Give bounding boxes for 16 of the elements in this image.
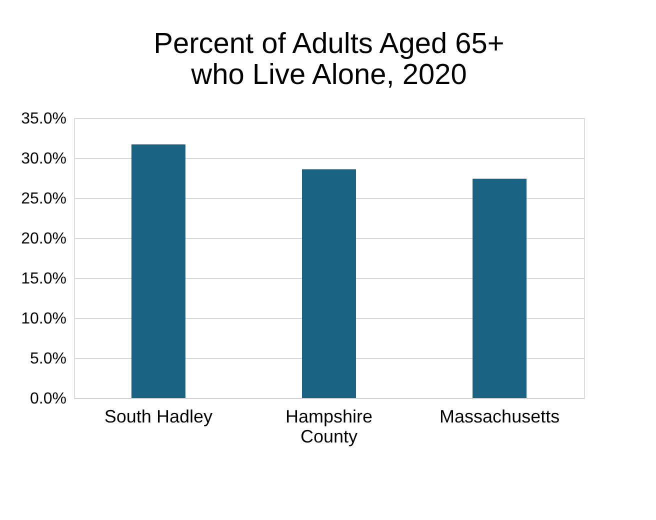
- y-tick-label: 15.0%: [21, 270, 66, 288]
- y-tick-label: 25.0%: [21, 190, 66, 208]
- x-tick-label: Massachusetts: [440, 406, 560, 426]
- bar: [131, 144, 186, 398]
- y-tick-label: 30.0%: [21, 150, 66, 168]
- y-tick-label: 10.0%: [21, 310, 66, 328]
- x-tick-label: South Hadley: [104, 406, 212, 426]
- y-tick-label: 35.0%: [21, 110, 66, 128]
- x-tick-label: Hampshire County: [285, 406, 373, 446]
- y-tick-label: 20.0%: [21, 230, 66, 248]
- y-tick-label: 5.0%: [30, 350, 66, 368]
- text: Percent of Adults Aged 65+: [154, 28, 504, 60]
- y-tick-label: 0.0%: [30, 390, 66, 408]
- bar: [302, 169, 356, 398]
- bar: [472, 178, 527, 398]
- text: who Live Alone, 2020: [191, 59, 467, 91]
